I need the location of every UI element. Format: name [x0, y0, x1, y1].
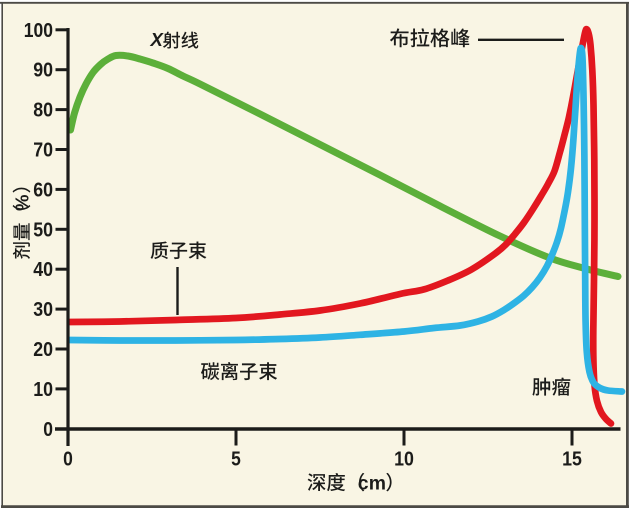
svg-text:5: 5 — [231, 449, 241, 471]
svg-text:c: c — [358, 473, 369, 495]
svg-text:%: % — [12, 195, 33, 211]
svg-text:80: 80 — [33, 100, 53, 122]
svg-text:50: 50 — [33, 219, 53, 241]
svg-text:X: X — [150, 29, 165, 50]
svg-text:0: 0 — [43, 419, 53, 441]
svg-text:60: 60 — [33, 179, 53, 201]
svg-text:30: 30 — [33, 299, 53, 321]
svg-text:40: 40 — [33, 259, 53, 281]
svg-text:10: 10 — [394, 449, 414, 471]
svg-text:20: 20 — [33, 339, 53, 361]
svg-text:70: 70 — [33, 140, 53, 162]
svg-text:10: 10 — [33, 379, 53, 401]
svg-text:0: 0 — [63, 449, 73, 471]
svg-text:90: 90 — [33, 60, 53, 82]
svg-text:m: m — [369, 473, 386, 495]
svg-text:15: 15 — [562, 449, 582, 471]
svg-text:100: 100 — [24, 20, 53, 42]
